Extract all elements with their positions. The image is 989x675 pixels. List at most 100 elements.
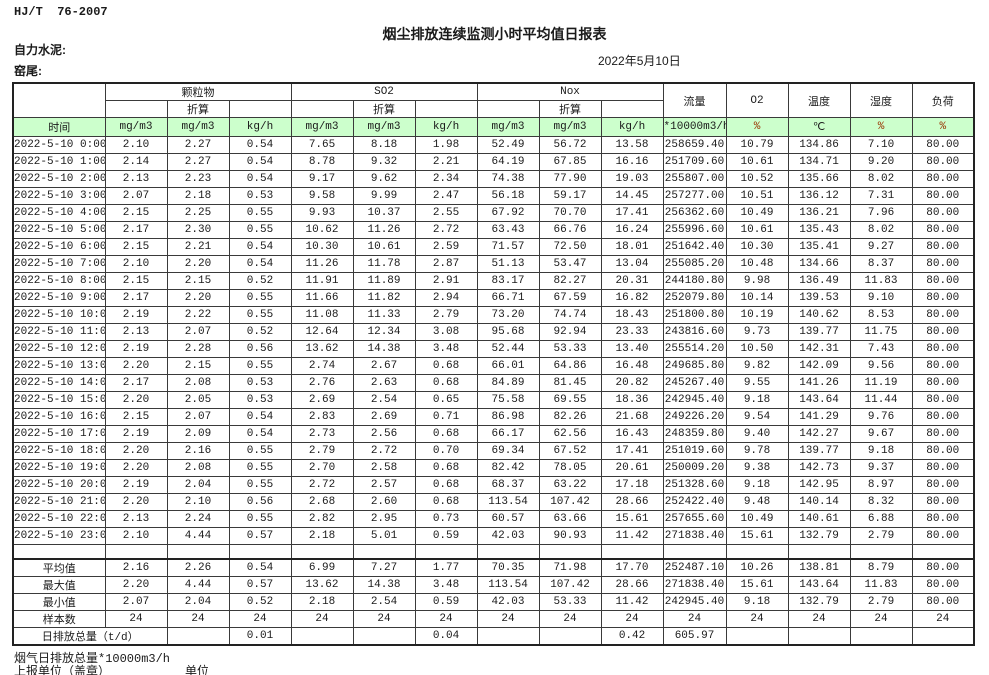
value-cell: 80.00 xyxy=(911,459,975,477)
value-cell: 80.00 xyxy=(911,408,975,426)
value-cell: 8.97 xyxy=(849,476,913,494)
header-load: 负荷 xyxy=(911,82,975,118)
value-cell: 11.78 xyxy=(352,255,416,273)
value-cell: 13.40 xyxy=(600,340,664,358)
value-cell: 251800.80 xyxy=(662,306,727,324)
empty-cell xyxy=(290,544,354,559)
value-cell: 0.73 xyxy=(414,510,478,528)
unit-header: kg/h xyxy=(600,117,664,137)
daily-total-value-cell xyxy=(725,626,789,645)
summary-value-cell: 252487.10 xyxy=(662,557,727,577)
conversion-header-particulate: 折算 xyxy=(166,100,230,118)
value-cell: 8.78 xyxy=(290,153,354,171)
summary-value-cell: 113.54 xyxy=(476,575,540,594)
value-cell: 10.30 xyxy=(725,238,789,256)
time-cell: 2022-5-10 10:00 xyxy=(12,306,106,324)
value-cell: 255996.60 xyxy=(662,221,727,239)
value-cell: 2.07 xyxy=(166,323,230,341)
value-cell: 255514.20 xyxy=(662,340,727,358)
value-cell: 0.53 xyxy=(228,187,292,205)
value-cell: 7.10 xyxy=(849,136,913,154)
value-cell: 2.72 xyxy=(414,221,478,239)
value-cell: 255085.20 xyxy=(662,255,727,273)
value-cell: 80.00 xyxy=(911,306,975,324)
value-cell: 82.42 xyxy=(476,459,540,477)
value-cell: 0.54 xyxy=(228,170,292,188)
daily-total-value-cell: 0.01 xyxy=(228,626,292,645)
blank-header-cell xyxy=(290,100,354,118)
value-cell: 17.18 xyxy=(600,476,664,494)
empty-cell xyxy=(476,544,540,559)
value-cell: 2.57 xyxy=(352,476,416,494)
value-cell: 140.61 xyxy=(787,510,851,528)
time-cell: 2022-5-10 20:00 xyxy=(12,476,106,494)
value-cell: 113.54 xyxy=(476,493,540,511)
daily-total-value-cell xyxy=(849,626,913,645)
value-cell: 2.10 xyxy=(104,255,168,273)
value-cell: 0.55 xyxy=(228,476,292,494)
empty-cell xyxy=(352,544,416,559)
value-cell: 2.19 xyxy=(104,476,168,494)
summary-label-cell: 样本数 xyxy=(12,609,106,628)
value-cell: 2.15 xyxy=(104,272,168,290)
value-cell: 0.55 xyxy=(228,221,292,239)
value-cell: 0.68 xyxy=(414,459,478,477)
value-cell: 80.00 xyxy=(911,323,975,341)
value-cell: 69.34 xyxy=(476,442,540,460)
value-cell: 80.00 xyxy=(911,238,975,256)
value-cell: 2.47 xyxy=(414,187,478,205)
value-cell: 0.53 xyxy=(228,374,292,392)
value-cell: 2.91 xyxy=(414,272,478,290)
hourly-data-row: 2022-5-10 19:00 2.20 2.08 0.55 2.70 2.58 0.68 8… xyxy=(12,459,975,477)
value-cell: 78.05 xyxy=(538,459,602,477)
value-cell: 2.20 xyxy=(166,255,230,273)
value-cell: 2.08 xyxy=(166,459,230,477)
unit-header: kg/h xyxy=(228,117,292,137)
summary-value-cell: 2.04 xyxy=(166,592,230,611)
company-name: 自力水泥: xyxy=(14,43,66,57)
value-cell: 1.98 xyxy=(414,136,478,154)
time-cell: 2022-5-10 11:00 xyxy=(12,323,106,341)
summary-value-cell: 11.83 xyxy=(849,575,913,594)
summary-value-cell: 24 xyxy=(725,609,789,628)
value-cell: 257277.00 xyxy=(662,187,727,205)
value-cell: 2.08 xyxy=(166,374,230,392)
daily-total-value-cell xyxy=(166,626,230,645)
value-cell: 243816.60 xyxy=(662,323,727,341)
summary-value-cell: 24 xyxy=(166,609,230,628)
value-cell: 2.15 xyxy=(104,204,168,222)
summary-value-cell: 24 xyxy=(352,609,416,628)
summary-value-cell: 28.66 xyxy=(600,575,664,594)
value-cell: 2.25 xyxy=(166,204,230,222)
summary-row: 样本数 24 24 24 24 24 24 24 24 24 24 24 24 24 24 xyxy=(12,609,975,628)
value-cell: 11.26 xyxy=(352,221,416,239)
value-cell: 10.30 xyxy=(290,238,354,256)
daily-total-value-cell: 0.04 xyxy=(414,626,478,645)
value-cell: 2.24 xyxy=(166,510,230,528)
value-cell: 2.13 xyxy=(104,510,168,528)
unit-header: mg/m3 xyxy=(538,117,602,137)
value-cell: 9.99 xyxy=(352,187,416,205)
value-cell: 80.00 xyxy=(911,527,975,545)
value-cell: 63.43 xyxy=(476,221,540,239)
value-cell: 2.15 xyxy=(104,408,168,426)
value-cell: 2.18 xyxy=(166,187,230,205)
value-cell: 67.85 xyxy=(538,153,602,171)
value-cell: 2.10 xyxy=(104,527,168,545)
value-cell: 2.09 xyxy=(166,425,230,443)
value-cell: 74.38 xyxy=(476,170,540,188)
value-cell: 16.16 xyxy=(600,153,664,171)
value-cell: 8.02 xyxy=(849,221,913,239)
value-cell: 2.15 xyxy=(166,272,230,290)
value-cell: 245267.40 xyxy=(662,374,727,392)
summary-value-cell: 143.64 xyxy=(787,575,851,594)
summary-value-cell: 107.42 xyxy=(538,575,602,594)
empty-cell xyxy=(166,544,230,559)
summary-value-cell: 7.27 xyxy=(352,557,416,577)
time-cell: 2022-5-10 22:00 xyxy=(12,510,106,528)
time-cell: 2022-5-10 1:00 xyxy=(12,153,106,171)
value-cell: 12.34 xyxy=(352,323,416,341)
value-cell: 2.76 xyxy=(290,374,354,392)
monitoring-point: 窑尾: xyxy=(14,64,42,78)
value-cell: 20.61 xyxy=(600,459,664,477)
